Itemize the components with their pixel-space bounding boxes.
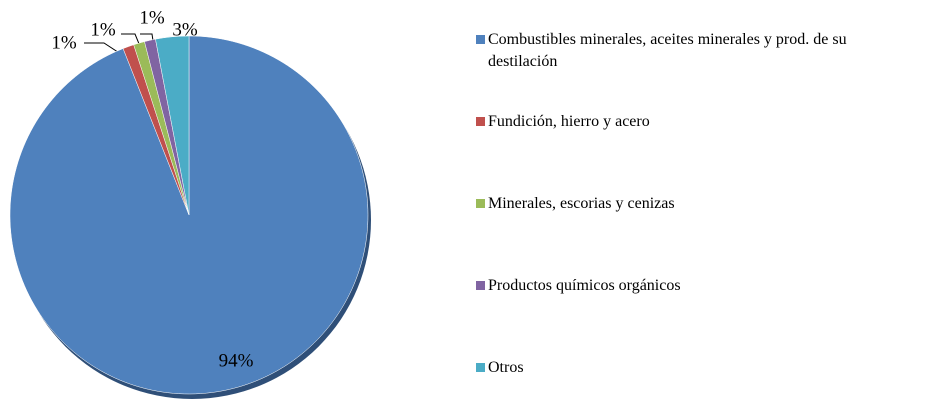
legend-item: Fundición, hierro y acero — [476, 111, 916, 133]
legend-item: Combustibles minerales, aceites minerale… — [476, 29, 916, 73]
legend-label: Minerales, escorias y cenizas — [488, 195, 675, 212]
data-label: 94% — [219, 350, 254, 371]
legend-item: Productos químicos orgánicos — [476, 275, 916, 297]
legend-swatch — [476, 117, 485, 126]
legend-swatch — [476, 199, 485, 208]
data-label: 1% — [139, 7, 165, 28]
pie-slice — [9, 35, 369, 395]
legend-item: Otros — [476, 357, 916, 379]
legend-swatch — [476, 35, 485, 44]
legend-label: Combustibles minerales, aceites minerale… — [488, 31, 847, 70]
pie-slice — [155, 35, 190, 216]
legend-label: Productos químicos orgánicos — [488, 277, 681, 294]
data-label: 1% — [51, 32, 77, 53]
legend-item: Minerales, escorias y cenizas — [476, 193, 916, 215]
data-label: 1% — [90, 19, 116, 40]
legend-label: Fundición, hierro y acero — [488, 113, 650, 130]
legend-swatch — [476, 363, 485, 372]
data-label: 3% — [172, 19, 198, 40]
legend-label: Otros — [488, 359, 524, 376]
legend-swatch — [476, 281, 485, 290]
